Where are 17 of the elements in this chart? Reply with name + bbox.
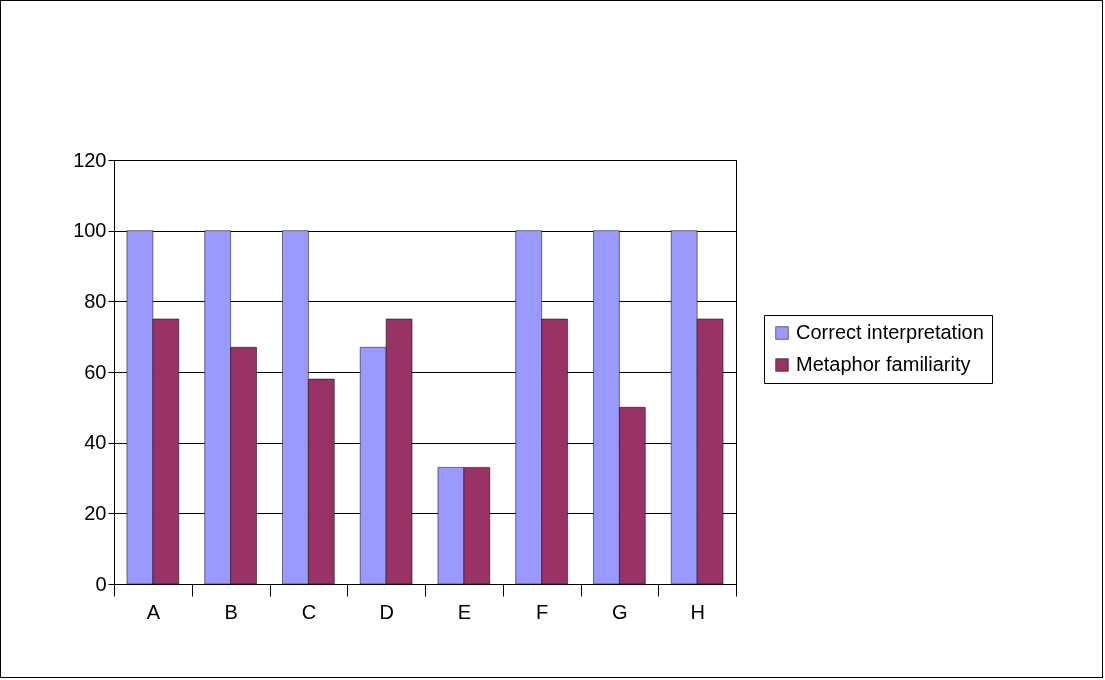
y-tick-label: 0 — [95, 572, 107, 595]
legend-label: Correct interpretation — [796, 321, 984, 343]
y-tick-label: 40 — [84, 431, 107, 454]
y-tick-label: 20 — [84, 501, 107, 524]
y-tick-label: 80 — [84, 289, 107, 312]
x-tick-label: G — [612, 600, 628, 623]
x-tick-label: B — [224, 600, 238, 623]
legend-label: Metaphor familiarity — [796, 353, 971, 375]
x-tick-label: H — [690, 600, 705, 623]
x-tick-label: E — [457, 600, 472, 623]
y-tick-label: 100 — [73, 219, 107, 242]
x-tick-label: F — [536, 600, 549, 623]
y-tick-label: 120 — [73, 148, 107, 171]
x-tick-label: A — [146, 600, 161, 623]
x-tick-label: D — [379, 600, 394, 623]
x-tick-label: C — [301, 600, 317, 623]
y-tick-label: 60 — [84, 360, 107, 383]
